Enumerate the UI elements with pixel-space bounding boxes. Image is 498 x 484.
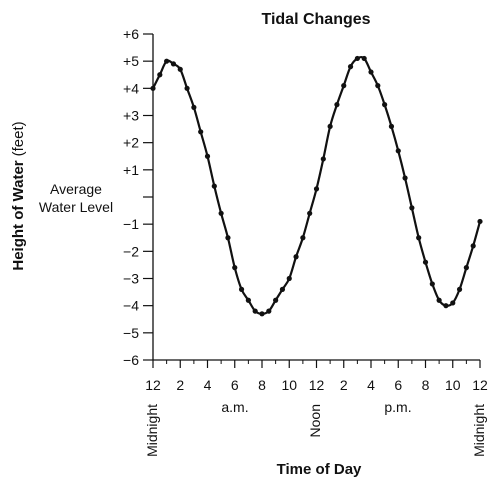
data-point — [341, 83, 347, 89]
data-point — [395, 148, 401, 154]
pm-label: p.m. — [384, 399, 411, 415]
data-point — [164, 58, 170, 64]
data-point — [211, 183, 217, 189]
data-point — [456, 286, 463, 292]
data-point — [409, 205, 415, 211]
y-tick-labels: +6 +5 +4 +3 +2 +1 −1 −2 −3 −4 −5 −6 — [123, 26, 139, 368]
data-point — [198, 129, 204, 135]
data-point — [313, 186, 320, 192]
y-tick-label: +6 — [123, 26, 139, 42]
x-tick-label: 10 — [281, 377, 297, 393]
data-point — [177, 66, 183, 72]
y-tick-label: +5 — [123, 53, 139, 69]
y-tick-label: −2 — [123, 243, 139, 259]
midnight-end-label: Midnight — [471, 404, 487, 457]
x-tick-label: 2 — [340, 377, 348, 393]
midnight-start-label: Midnight — [144, 404, 160, 457]
data-point — [307, 210, 313, 216]
data-point — [232, 265, 238, 271]
x-tick-label: 12 — [309, 377, 325, 393]
y-tick-label: −5 — [123, 325, 139, 341]
data-point — [293, 254, 299, 260]
data-point — [463, 265, 469, 271]
data-point — [245, 297, 251, 303]
data-point — [327, 123, 333, 129]
y-axis-title-unit: (feet) — [10, 121, 27, 156]
x-tick-label: 6 — [231, 377, 239, 393]
x-tick-label: 12 — [472, 377, 488, 393]
data-point — [443, 303, 449, 309]
x-tick-label: 8 — [422, 377, 430, 393]
data-point — [204, 153, 211, 159]
data-point — [225, 235, 231, 241]
x-tick-labels: 12 2 4 6 8 10 12 2 4 6 8 10 12 — [145, 377, 488, 393]
average-label-line1: Average — [50, 181, 102, 197]
data-point — [238, 286, 245, 292]
data-point — [191, 104, 197, 110]
data-point — [170, 61, 177, 67]
data-point — [286, 275, 292, 282]
data-point — [388, 123, 395, 129]
data-point — [416, 235, 422, 241]
y-tick-label: +3 — [123, 108, 139, 124]
data-point — [273, 297, 279, 303]
data-point — [354, 55, 360, 62]
am-label: a.m. — [221, 399, 248, 415]
data-point — [320, 156, 326, 162]
data-point — [184, 85, 190, 91]
x-axis-title: Time of Day — [277, 461, 362, 478]
y-tick-label: +2 — [123, 135, 139, 151]
y-axis-title: Height of Water (feet) — [10, 121, 27, 270]
x-tick-label: 10 — [445, 377, 461, 393]
y-tick-label: −1 — [123, 216, 139, 232]
x-tick-label: 8 — [258, 377, 266, 393]
data-points — [150, 55, 483, 317]
data-point — [422, 259, 429, 265]
noon-label: Noon — [307, 404, 323, 437]
data-point — [429, 281, 435, 287]
x-tick-label: 4 — [204, 377, 212, 393]
x-tick-label: 6 — [394, 377, 402, 393]
data-point — [361, 55, 367, 62]
data-point — [375, 83, 381, 89]
data-point — [368, 69, 374, 75]
y-tick-label: −6 — [123, 352, 139, 368]
data-point — [477, 218, 483, 225]
data-point — [402, 175, 408, 181]
y-tick-label: −4 — [123, 298, 139, 314]
x-tick-label: 2 — [176, 377, 184, 393]
y-tick-label: +4 — [123, 80, 139, 96]
data-point — [252, 308, 258, 314]
y-tick-label: −3 — [123, 271, 139, 287]
average-label-line2: Water Level — [39, 199, 113, 215]
data-point — [382, 102, 388, 108]
data-point — [279, 286, 286, 292]
x-tick-label: 4 — [367, 377, 375, 393]
data-point — [334, 102, 340, 108]
data-point — [157, 72, 163, 78]
data-point — [266, 308, 272, 314]
data-point — [450, 300, 456, 306]
data-point — [259, 311, 265, 317]
x-tick-label: 12 — [145, 377, 161, 393]
data-point — [218, 210, 224, 216]
tide-curve — [152, 55, 482, 315]
chart-title: Tidal Changes — [261, 11, 370, 28]
y-tick-label: +1 — [123, 162, 139, 178]
y-axis-title-main: Height of Water — [10, 160, 27, 270]
data-point — [300, 235, 306, 241]
data-point — [436, 297, 442, 303]
data-point — [150, 85, 156, 91]
axes — [143, 33, 481, 368]
data-point — [470, 243, 476, 249]
data-point — [347, 64, 354, 70]
